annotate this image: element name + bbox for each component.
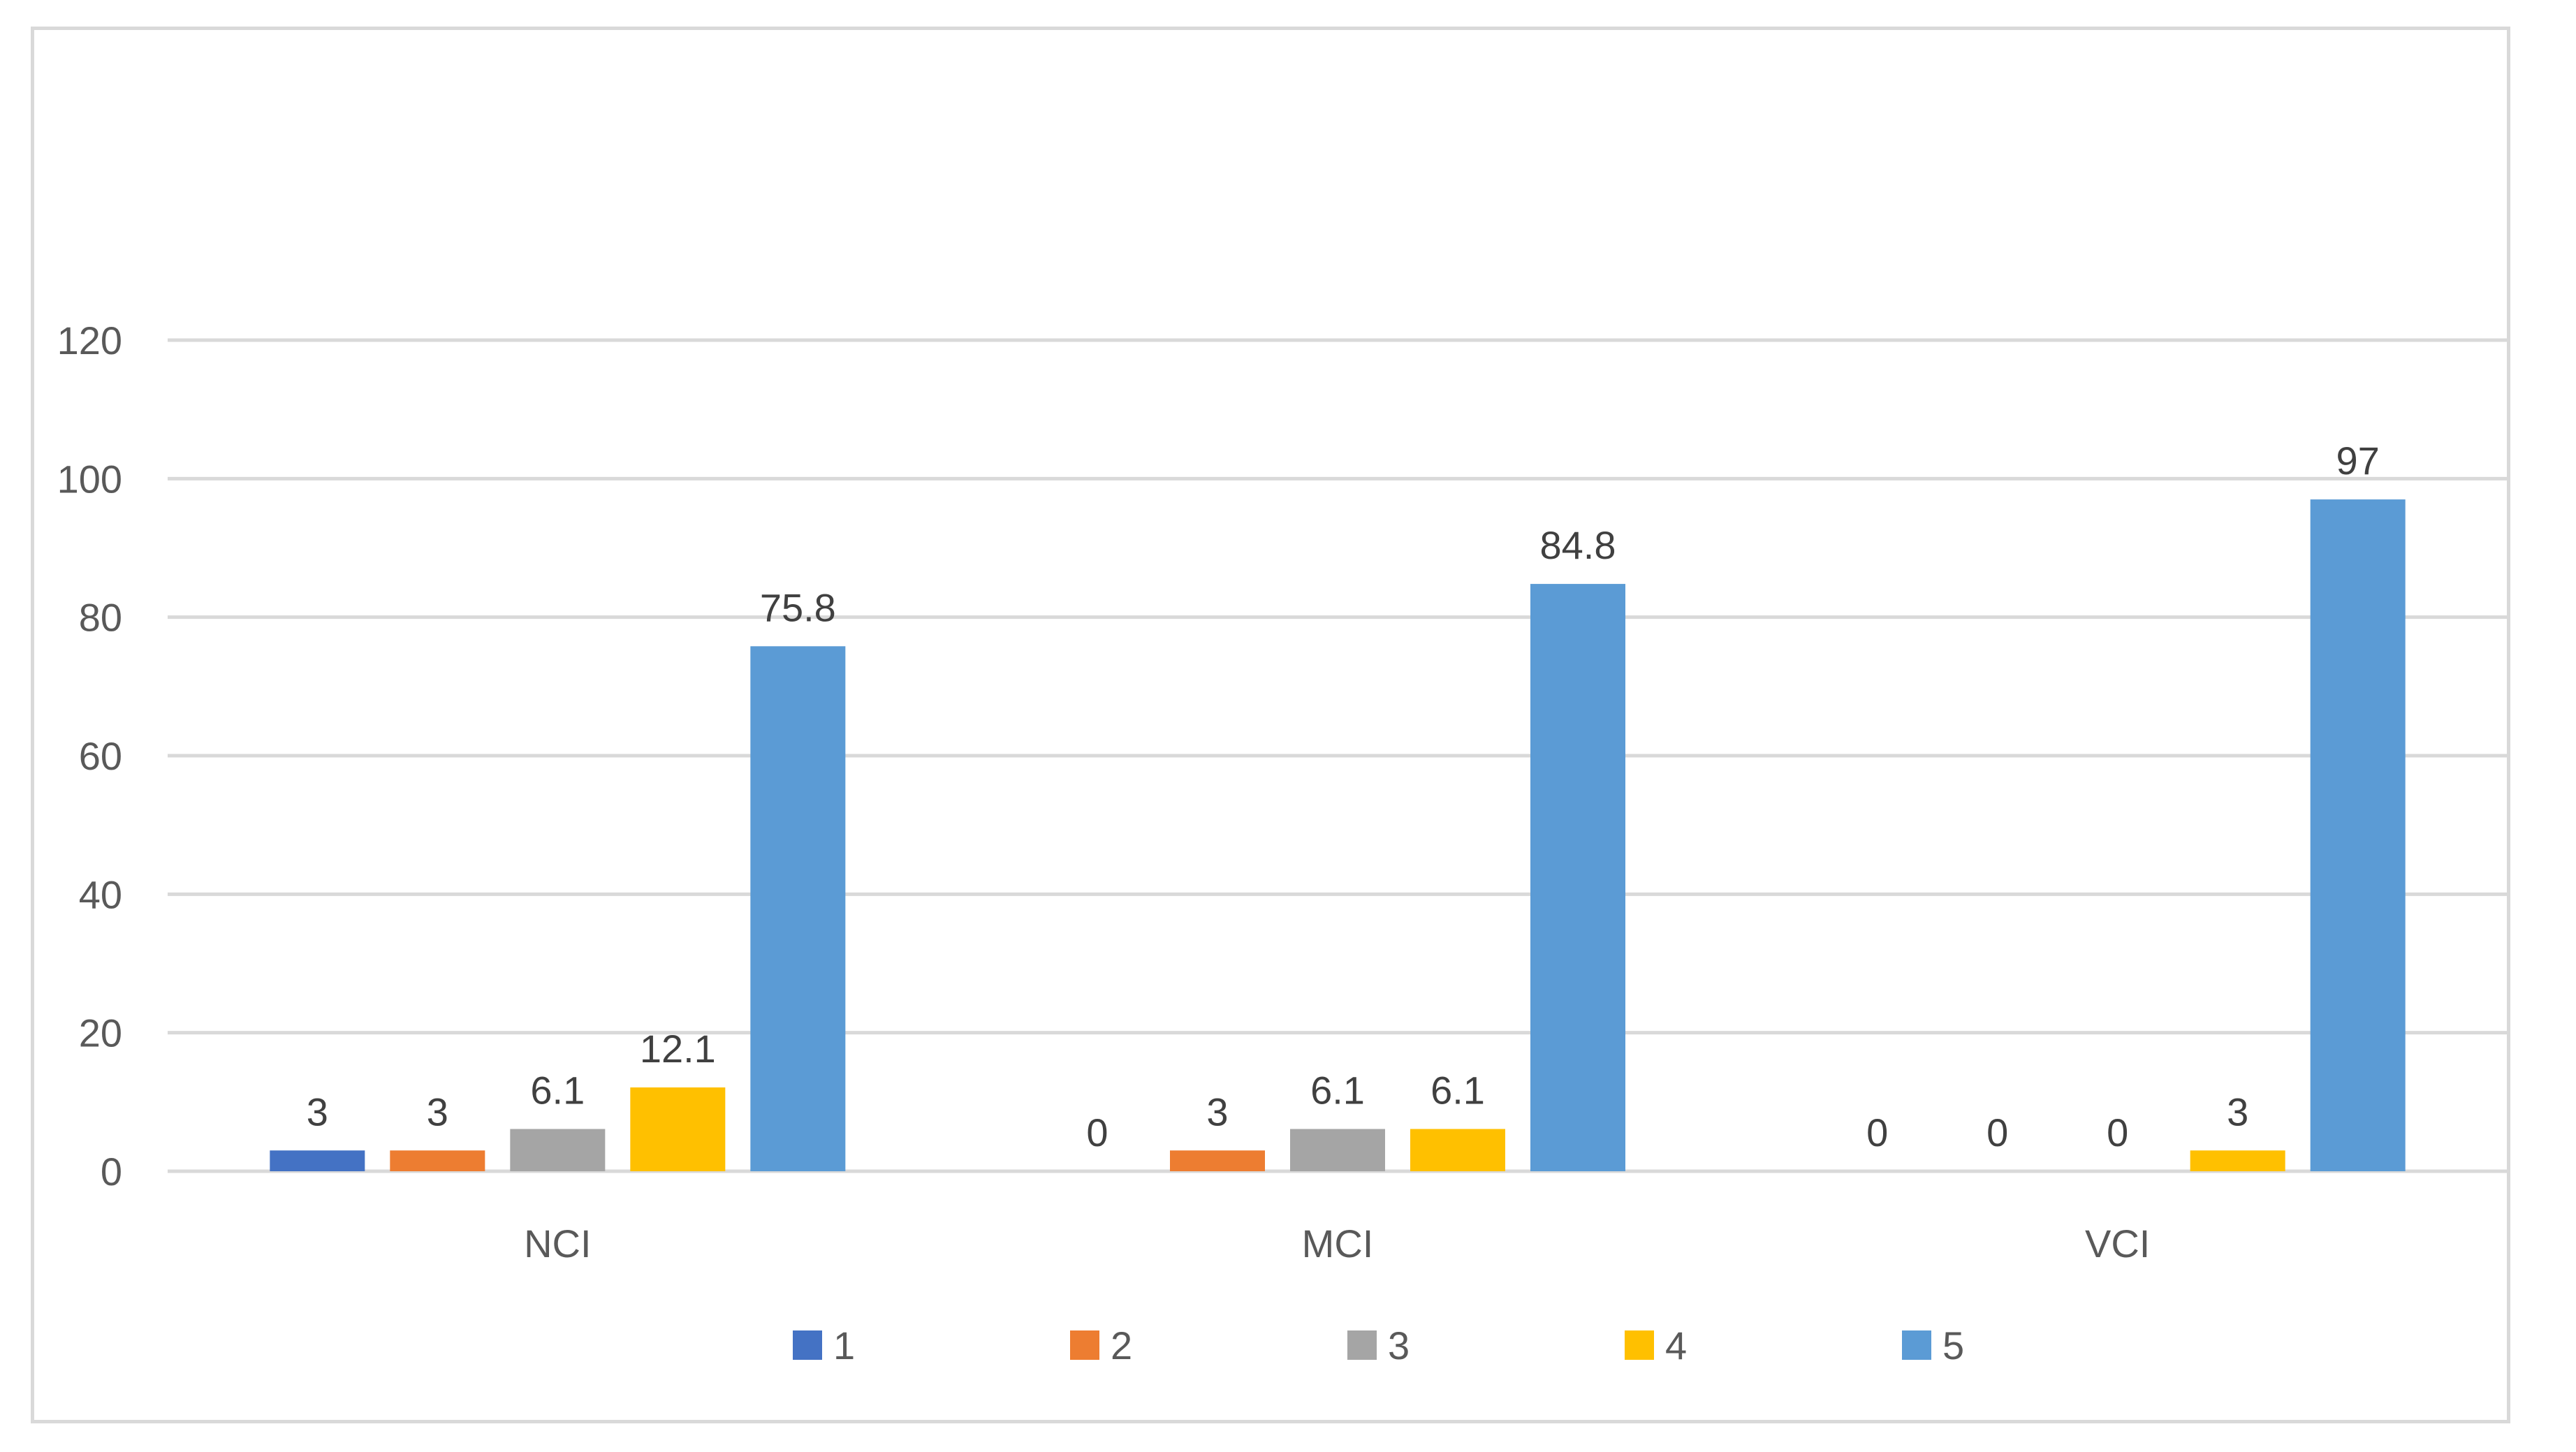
legend-swatch-2 — [1070, 1330, 1099, 1360]
bar-nci-series-2 — [390, 1150, 485, 1171]
data-label: 3 — [427, 1090, 448, 1134]
data-label: 0 — [2107, 1110, 2128, 1154]
y-tick-label: 20 — [79, 1011, 122, 1055]
bar-vci-series-4 — [2190, 1150, 2285, 1171]
bars — [270, 499, 2406, 1171]
bar-mci-series-4 — [1410, 1129, 1505, 1171]
data-label: 6.1 — [530, 1069, 585, 1113]
data-label: 12.1 — [640, 1027, 716, 1071]
legend-label-4: 4 — [1665, 1323, 1687, 1367]
bar-nci-series-5 — [750, 646, 846, 1171]
bar-mci-series-5 — [1530, 584, 1625, 1171]
category-label-vci: VCI — [2085, 1222, 2150, 1266]
y-tick-label: 60 — [79, 734, 122, 778]
data-label: 6.1 — [1430, 1069, 1485, 1113]
category-labels: NCI MCI VCI — [524, 1222, 2150, 1266]
y-tick-label: 0 — [101, 1150, 122, 1194]
legend-label-2: 2 — [1111, 1323, 1132, 1367]
bar-nci-series-1 — [270, 1150, 365, 1171]
y-tick-label: 100 — [57, 457, 122, 501]
legend-label-3: 3 — [1388, 1323, 1410, 1367]
bar-nci-series-4 — [630, 1087, 726, 1171]
category-label-mci: MCI — [1302, 1222, 1374, 1266]
data-label: 0 — [1866, 1110, 1888, 1154]
legend-label-5: 5 — [1942, 1323, 1964, 1367]
y-axis-tick-labels: 0 20 40 60 80 100 120 — [57, 318, 122, 1194]
legend-swatch-5 — [1902, 1330, 1931, 1360]
y-tick-label: 120 — [57, 318, 122, 362]
legend-swatch-3 — [1347, 1330, 1377, 1360]
y-tick-label: 40 — [79, 872, 122, 916]
data-label: 0 — [1086, 1110, 1108, 1154]
bar-vci-series-5 — [2310, 499, 2406, 1171]
data-label: 97 — [2336, 439, 2380, 483]
category-label-nci: NCI — [524, 1222, 591, 1266]
legend-swatch-4 — [1625, 1330, 1654, 1360]
bar-mci-series-2 — [1170, 1150, 1265, 1171]
data-label: 3 — [2227, 1090, 2248, 1134]
data-label: 75.8 — [760, 585, 836, 629]
bar-nci-series-3 — [510, 1129, 606, 1171]
y-tick-label: 80 — [79, 596, 122, 640]
data-label: 84.8 — [1540, 523, 1616, 567]
data-label: 3 — [307, 1090, 328, 1134]
chart-frame — [31, 27, 2510, 1423]
gridlines — [168, 338, 2508, 1173]
data-label: 0 — [1986, 1110, 2008, 1154]
data-labels: 3 3 6.1 12.1 75.8 0 3 6.1 6.1 84.8 0 0 0 3 97 — [307, 439, 2380, 1154]
legend-label-1: 1 — [833, 1323, 855, 1367]
legend: 1 2 3 4 5 — [793, 1323, 1964, 1367]
data-label: 6.1 — [1310, 1069, 1365, 1113]
legend-swatch-1 — [793, 1330, 822, 1360]
data-label: 3 — [1206, 1090, 1228, 1134]
bar-mci-series-3 — [1290, 1129, 1385, 1171]
